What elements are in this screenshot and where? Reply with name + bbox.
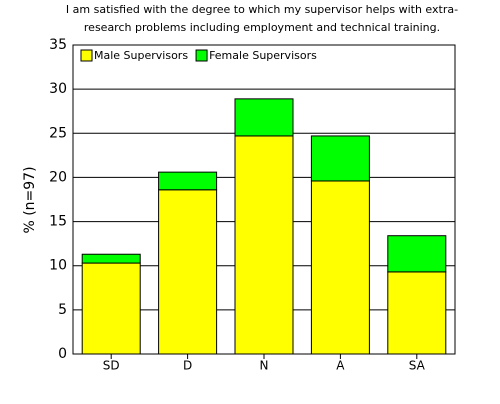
x-tick-label: SD (103, 359, 120, 373)
bar-segment (387, 235, 447, 273)
legend-swatch (195, 49, 208, 62)
legend-label: Female Supervisors (209, 49, 317, 62)
chart-title: I am satisfied with the degree to which … (66, 3, 458, 16)
y-tick-label: 10 (49, 258, 67, 274)
y-tick-label: 25 (49, 125, 67, 141)
y-tick-label: 35 (49, 37, 67, 53)
y-tick-label: 30 (49, 81, 67, 97)
bar-segment (158, 189, 218, 355)
y-tick-label: 20 (49, 169, 67, 185)
plot-frame (72, 44, 456, 355)
bar-segment (81, 262, 141, 355)
legend-label: Male Supervisors (94, 49, 188, 62)
bar-segment (234, 98, 294, 137)
x-tick-label: A (336, 359, 345, 373)
x-tick-label: D (183, 359, 192, 373)
bar-segment (158, 171, 218, 191)
legend-swatch (80, 49, 93, 62)
y-axis-label: % (n=97) (22, 166, 38, 233)
bar-segment (387, 271, 447, 355)
y-tick-label: 15 (49, 214, 67, 230)
y-tick-label: 5 (58, 302, 67, 318)
chart-title: research problems including employment a… (84, 21, 440, 34)
bar-segment (81, 253, 141, 264)
bar-segment (310, 135, 370, 182)
y-tick-label: 0 (58, 346, 67, 362)
bar-segment (234, 135, 294, 355)
x-tick-label: SA (409, 359, 426, 373)
bar-segment (310, 180, 370, 355)
x-tick-label: N (260, 359, 269, 373)
